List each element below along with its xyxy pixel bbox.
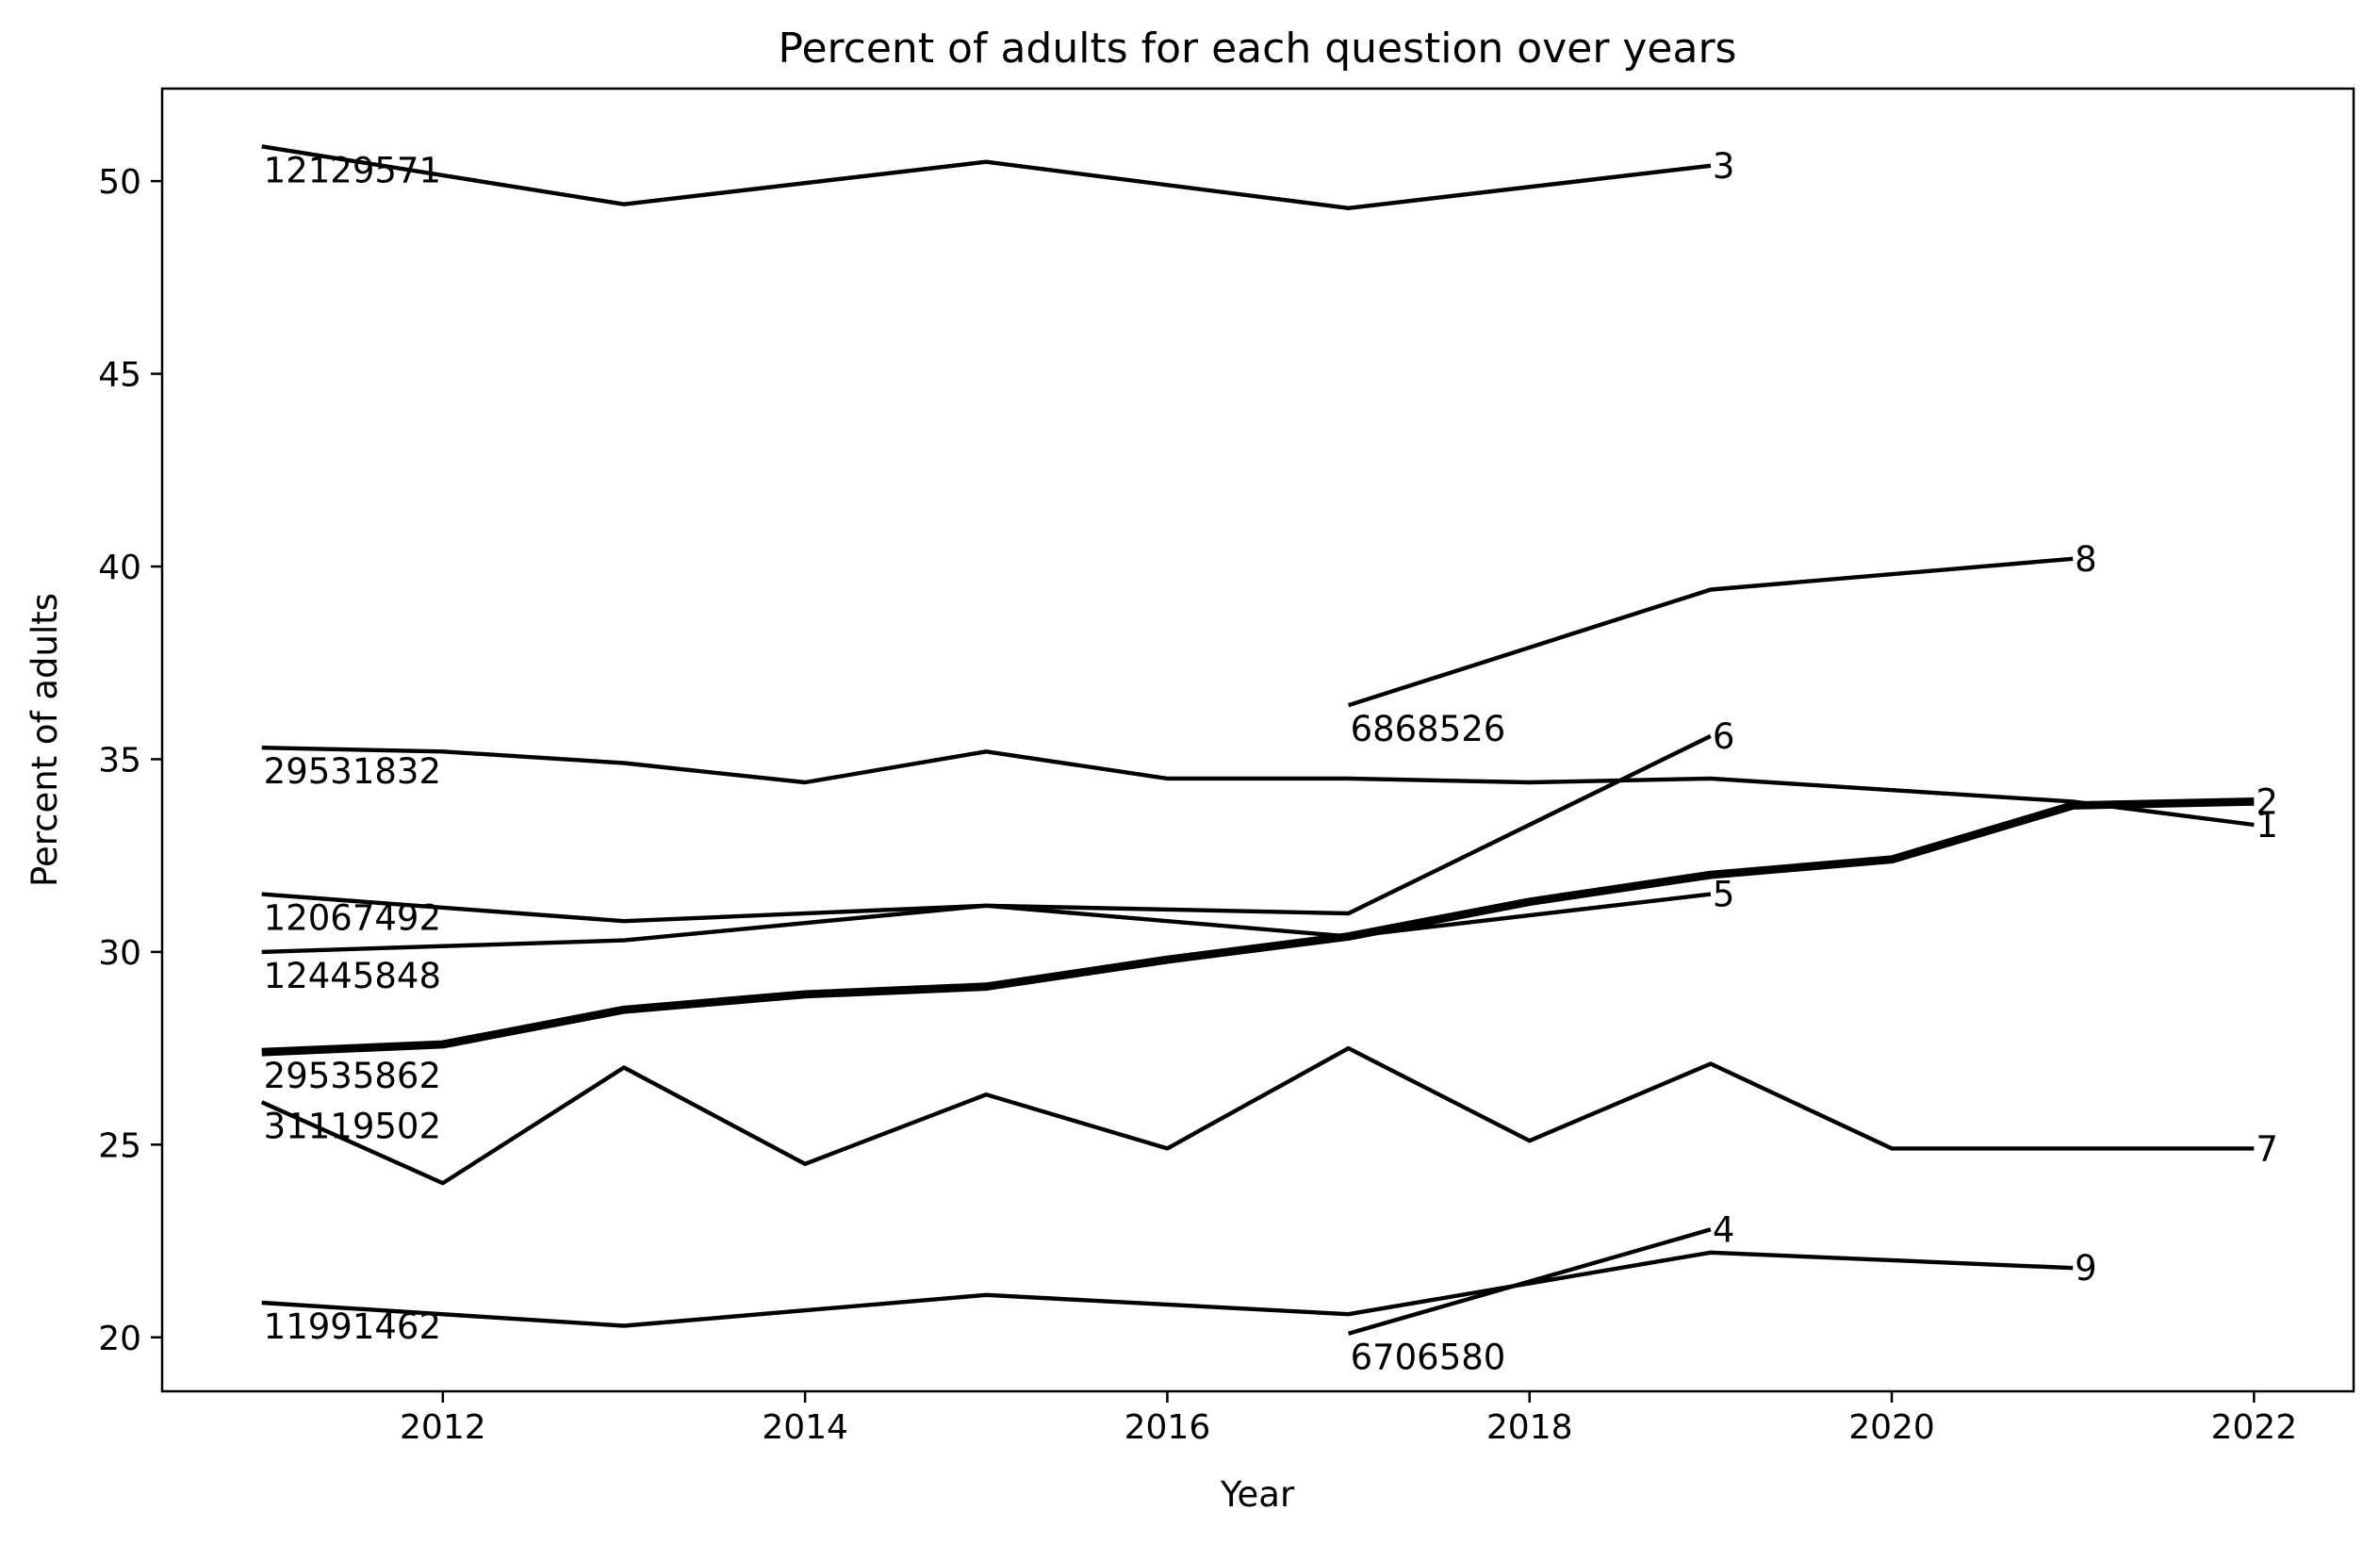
x-tick-label: 2016 <box>1124 1408 1211 1447</box>
y-tick-label: 35 <box>98 741 141 780</box>
series-start-label: 11991462 <box>264 1306 441 1347</box>
x-tick-label: 2018 <box>1486 1408 1573 1447</box>
series-start-label: 6706580 <box>1351 1338 1506 1378</box>
series-end-label: 4 <box>1713 1209 1735 1250</box>
y-tick-label: 50 <box>98 163 141 202</box>
x-axis-label: Year <box>1220 1474 1295 1515</box>
series-end-label: 7 <box>2256 1128 2278 1169</box>
series-end-label: 3 <box>1713 146 1735 187</box>
series-start-label: 6868526 <box>1351 709 1506 749</box>
series-line-12445848 <box>261 892 1712 955</box>
series-line-29535862 <box>261 797 2255 1057</box>
series-line-29531832 <box>261 746 2255 828</box>
x-tick-label: 2014 <box>762 1408 848 1447</box>
series-end-label: 1 <box>2256 805 2278 846</box>
x-tick-label: 2012 <box>400 1408 486 1447</box>
y-tick-label: 20 <box>98 1320 141 1358</box>
series-line-12129571 <box>261 144 1712 211</box>
series-start-label: 12129571 <box>264 150 441 190</box>
y-tick-label: 40 <box>98 549 141 587</box>
x-tick-label: 2022 <box>2211 1408 2298 1447</box>
y-axis: 20 25 30 35 40 45 50 <box>98 163 162 1358</box>
x-axis: 2012 2014 2016 2018 2020 2022 <box>400 1391 2297 1447</box>
series-end-label: 5 <box>1713 875 1735 915</box>
series-end-label: 8 <box>2075 539 2097 580</box>
y-tick-label: 30 <box>98 934 141 973</box>
chart-title: Percent of adults for each question over… <box>779 25 1737 73</box>
series-start-label: 12067492 <box>264 898 441 939</box>
series-line-31119502 <box>260 1045 2255 1186</box>
series-start-label: 12445848 <box>264 956 441 996</box>
series-start-label: 31119502 <box>264 1106 441 1146</box>
y-tick-label: 25 <box>98 1126 141 1165</box>
series-start-label: 29535862 <box>264 1056 441 1096</box>
x-tick-label: 2020 <box>1848 1408 1935 1447</box>
series-start-label: 29531832 <box>264 751 441 792</box>
y-axis-label: Percent of adults <box>25 593 65 887</box>
series-line-6706580 <box>1347 1227 1712 1336</box>
series-labels: 12129571 3 29531832 1 6868526 8 12067492 6 12445… <box>264 146 2278 1378</box>
plot-area-frame <box>160 87 2355 1393</box>
series-end-label: 6 <box>1713 716 1735 757</box>
series-line-12067492 <box>261 733 1712 924</box>
y-tick-label: 45 <box>98 356 141 395</box>
series-end-label: 9 <box>2075 1248 2097 1289</box>
series-line-6868526 <box>1347 556 2074 708</box>
series-lines <box>260 144 2255 1336</box>
series-end-label: 2 <box>2256 781 2278 822</box>
series-line-11991462 <box>261 1250 2074 1328</box>
